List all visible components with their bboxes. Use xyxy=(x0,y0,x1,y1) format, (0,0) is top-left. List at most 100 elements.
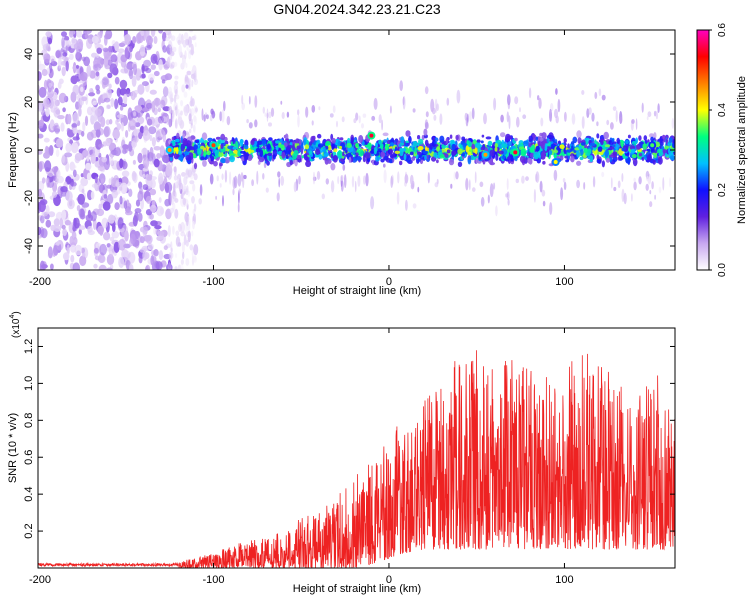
spectrogram-cell xyxy=(299,139,302,146)
spectrogram-cell xyxy=(167,225,171,237)
spectrogram-cell xyxy=(498,150,504,155)
spectrogram-cell xyxy=(194,42,197,48)
spectrogram-cell xyxy=(38,226,42,236)
spectrogram-cell xyxy=(333,148,338,152)
spectrogram-cell xyxy=(672,142,675,149)
snr-scale-suffix: ) xyxy=(11,311,22,314)
spectrogram-cell xyxy=(612,106,617,111)
spectrogram-cell xyxy=(354,180,357,193)
spectrogram-cell xyxy=(185,239,189,247)
spectrogram-cell xyxy=(108,245,114,257)
spectrogram-cell xyxy=(132,215,138,227)
spectrogram-cell xyxy=(174,191,177,198)
spectrogram-cell xyxy=(104,59,109,65)
spectrogram-cell xyxy=(635,118,638,130)
spectrogram-cell xyxy=(268,111,272,119)
spectrogram-cell xyxy=(137,212,143,222)
spectrogram-hotspot xyxy=(211,143,216,148)
spectrogram-cell xyxy=(431,156,437,162)
spectrogram-cell xyxy=(213,160,218,167)
spectrogram-cell xyxy=(629,145,636,150)
spectrogram-cell xyxy=(581,90,585,95)
spectrogram-cell xyxy=(149,188,157,196)
spectrogram-cell xyxy=(233,149,238,155)
spectrogram-cell xyxy=(62,252,70,261)
y-tick-label: 0.4 xyxy=(23,487,35,502)
spectrogram-cell xyxy=(76,52,82,62)
spectrogram-cell xyxy=(357,175,361,187)
spectrogram-cell xyxy=(471,107,475,120)
spectrogram-cell xyxy=(172,46,177,53)
spectrogram-cell xyxy=(623,192,627,205)
spectrogram-cell xyxy=(275,145,279,151)
spectrogram-cell xyxy=(293,181,297,193)
spectrogram-cell xyxy=(193,105,198,114)
spectrogram-cell xyxy=(190,146,195,151)
spectrogram-cell xyxy=(187,230,191,243)
spectrogram-cell xyxy=(128,119,137,130)
spectrogram-cell xyxy=(146,35,153,46)
spectrogram-cell xyxy=(175,146,179,155)
spectrogram-cell xyxy=(501,143,508,149)
spectrogram-cell xyxy=(471,143,476,150)
spectrogram-cell xyxy=(370,196,375,210)
spectrogram-cell xyxy=(192,255,197,262)
spectrogram-cell xyxy=(283,142,288,148)
spectrogram-cell xyxy=(149,89,157,95)
spectrogram-cell xyxy=(176,132,180,139)
spectrogram-cell xyxy=(81,188,85,194)
spectrogram-cell xyxy=(239,138,244,147)
spectrogram-hotspot xyxy=(553,160,558,164)
colorbar-ticks: 0.0 0.2 0.4 0.6 xyxy=(709,23,728,277)
spectrogram-cell xyxy=(103,49,112,62)
spectrogram-cell xyxy=(190,174,194,180)
spectrogram-cell xyxy=(365,172,369,187)
spectrogram-cell xyxy=(110,97,115,108)
spectrogram-cell xyxy=(189,100,194,107)
spectrogram-cell xyxy=(285,154,289,159)
spectrogram-cell xyxy=(466,113,469,123)
spectrogram-cell xyxy=(414,146,417,154)
spectrogram-cell xyxy=(358,135,364,143)
spectrogram-cell xyxy=(525,176,529,182)
spectrogram-cell xyxy=(111,189,118,199)
spectrogram-cell xyxy=(669,155,675,161)
spectrogram-cell xyxy=(506,191,510,201)
spectrogram-cell xyxy=(185,151,189,157)
spectrogram-cell xyxy=(657,149,661,153)
spectrogram-cell xyxy=(193,173,198,181)
spectrogram-cell xyxy=(141,73,146,79)
spectrogram-cell xyxy=(433,114,437,121)
spectrogram-cell xyxy=(286,146,291,151)
spectrogram-cell xyxy=(61,37,65,48)
spectrogram-cell xyxy=(188,113,192,122)
spectrogram-cell xyxy=(38,71,42,81)
spectrogram-cell xyxy=(71,231,77,240)
spectrogram-cell xyxy=(54,124,60,135)
spectrogram-cell xyxy=(330,180,335,193)
spectrogram-cell xyxy=(166,263,173,270)
spectrogram-cell xyxy=(193,123,196,134)
spectrogram-cell xyxy=(416,151,422,155)
spectrogram-cell xyxy=(221,109,225,123)
spectrogram-cell xyxy=(130,233,136,245)
spectrogram-cell xyxy=(597,146,603,153)
spectrogram-cell xyxy=(310,135,315,143)
spectrogram-cell xyxy=(668,177,672,188)
spectrogram-cell xyxy=(95,71,100,77)
spectrogram-cell xyxy=(576,130,582,139)
spectrogram-cell xyxy=(579,148,584,156)
spectrogram-cell xyxy=(268,122,272,127)
spectrogram-cell xyxy=(97,96,102,105)
spectrogram-cell xyxy=(233,175,238,189)
spectrogram-cell xyxy=(373,146,377,155)
spectrogram-cell xyxy=(102,201,111,211)
spectrogram-cell xyxy=(311,105,316,113)
spectrogram-cell xyxy=(178,177,182,192)
spectrogram-cell xyxy=(62,52,68,57)
spectrogram-cell xyxy=(458,143,462,148)
spectrogram-cell xyxy=(472,187,476,192)
spectrogram-cell xyxy=(61,66,66,77)
spectrogram-cell xyxy=(174,266,178,270)
spectrogram-cell xyxy=(150,64,156,70)
